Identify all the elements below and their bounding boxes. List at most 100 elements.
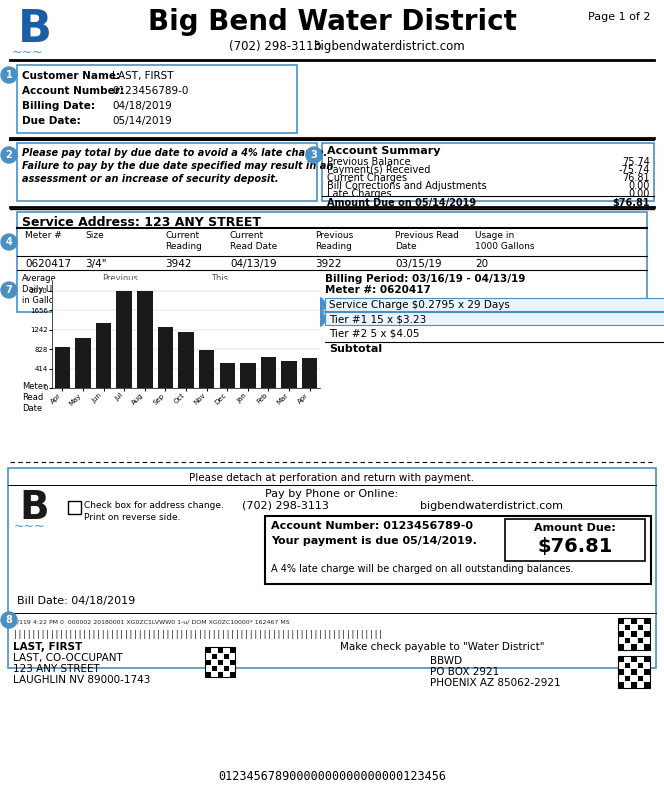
Text: 01234567890000000000000000123456: 01234567890000000000000000123456 [218, 770, 446, 783]
Text: 5: 5 [313, 300, 320, 310]
FancyBboxPatch shape [212, 665, 216, 671]
FancyBboxPatch shape [618, 669, 624, 675]
Text: Pay by Phone or Online:: Pay by Phone or Online: [266, 489, 398, 499]
Text: Make check payable to "Water District": Make check payable to "Water District" [340, 642, 544, 652]
Text: Current
Reading: Current Reading [165, 231, 202, 251]
FancyBboxPatch shape [644, 631, 649, 637]
FancyBboxPatch shape [17, 143, 317, 201]
Text: Usage in
1000 Gallons: Usage in 1000 Gallons [475, 231, 535, 251]
Text: LAST, FIRST: LAST, FIRST [13, 642, 82, 652]
FancyBboxPatch shape [265, 516, 651, 584]
Text: Current Charges: Current Charges [327, 173, 407, 183]
Text: PO BOX 2921: PO BOX 2921 [430, 667, 499, 677]
FancyBboxPatch shape [618, 644, 624, 649]
Text: 05/14/2019: 05/14/2019 [112, 116, 172, 126]
FancyBboxPatch shape [631, 619, 637, 624]
FancyBboxPatch shape [212, 653, 216, 658]
FancyBboxPatch shape [224, 653, 228, 658]
FancyBboxPatch shape [325, 298, 664, 311]
Text: 0.00: 0.00 [629, 189, 650, 199]
Circle shape [1, 282, 17, 298]
Text: Account Number: 0123456789-0: Account Number: 0123456789-0 [271, 521, 473, 531]
Text: Previous Balance: Previous Balance [327, 157, 410, 167]
FancyBboxPatch shape [644, 644, 649, 649]
FancyBboxPatch shape [637, 663, 643, 668]
Text: 3942: 3942 [165, 259, 191, 269]
Text: Your payment is due 05/14/2019.: Your payment is due 05/14/2019. [271, 536, 477, 546]
Text: PHOENIX AZ 85062-2921: PHOENIX AZ 85062-2921 [430, 678, 560, 688]
Text: 4: 4 [5, 237, 13, 247]
Bar [157, 327, 173, 388]
Bar [137, 291, 153, 388]
Text: Please detach at perforation and return with payment.: Please detach at perforation and return … [189, 473, 475, 483]
FancyBboxPatch shape [68, 501, 81, 514]
Bar [261, 358, 276, 388]
Text: 03/15/19: 03/15/19 [395, 259, 442, 269]
Text: 123 ANY STREET: 123 ANY STREET [13, 664, 100, 674]
Text: Account Summary: Account Summary [327, 146, 440, 156]
FancyBboxPatch shape [631, 644, 637, 649]
Circle shape [1, 67, 17, 83]
Text: B: B [18, 8, 52, 51]
Text: bigbendwaterdistrict.com: bigbendwaterdistrict.com [420, 501, 563, 511]
Text: B: B [19, 489, 48, 527]
Text: 20: 20 [475, 259, 488, 269]
Text: Big Bend Water District: Big Bend Water District [147, 8, 517, 36]
FancyBboxPatch shape [218, 660, 222, 664]
Text: (702) 298-3113: (702) 298-3113 [229, 40, 321, 53]
Text: ~~~: ~~~ [14, 520, 46, 533]
FancyBboxPatch shape [205, 647, 235, 677]
Text: 0123456789-0: 0123456789-0 [112, 86, 189, 96]
Text: Bill Date: 04/18/2019: Bill Date: 04/18/2019 [17, 596, 135, 606]
Text: Meter
Read
Date: Meter Read Date [22, 382, 46, 413]
Text: 3: 3 [311, 150, 317, 160]
Circle shape [309, 297, 325, 313]
Text: Previous
Reading: Previous Reading [315, 231, 353, 251]
Text: Please pay total by due date to avoid a 4% late charge.: Please pay total by due date to avoid a … [22, 148, 327, 158]
FancyBboxPatch shape [505, 519, 645, 561]
Text: 3922: 3922 [315, 259, 341, 269]
Circle shape [1, 147, 17, 163]
Text: Tier #1 15 x $3.23: Tier #1 15 x $3.23 [329, 314, 426, 324]
FancyBboxPatch shape [644, 657, 649, 662]
FancyBboxPatch shape [218, 672, 222, 676]
FancyBboxPatch shape [618, 657, 624, 662]
Text: 04/13/19: 04/13/19 [230, 259, 277, 269]
Bar [178, 331, 194, 388]
Text: 9/119 4:22 PM 0  000002 20180001 XG0ZC1LVWW0 1-u/ DOM XG0ZC10000* 162467 MS: 9/119 4:22 PM 0 000002 20180001 XG0ZC1LV… [13, 619, 290, 624]
FancyBboxPatch shape [224, 665, 228, 671]
FancyBboxPatch shape [8, 468, 656, 668]
FancyBboxPatch shape [631, 631, 637, 637]
Text: $76.81: $76.81 [612, 198, 650, 208]
Circle shape [306, 147, 322, 163]
Text: $76.81: $76.81 [537, 537, 613, 556]
Text: Amount Due:: Amount Due: [534, 523, 616, 533]
FancyBboxPatch shape [644, 669, 649, 675]
Text: 2: 2 [5, 150, 13, 160]
FancyBboxPatch shape [625, 638, 630, 643]
FancyBboxPatch shape [637, 638, 643, 643]
Bar [282, 361, 297, 388]
Text: 04/18/2019: 04/18/2019 [112, 101, 172, 111]
Text: 6: 6 [313, 314, 320, 324]
Text: Payment(s) Received: Payment(s) Received [327, 165, 430, 175]
FancyBboxPatch shape [17, 212, 647, 312]
Circle shape [1, 234, 17, 250]
Text: Bill Corrections and Adjustments: Bill Corrections and Adjustments [327, 181, 487, 191]
FancyBboxPatch shape [17, 65, 297, 133]
Text: Current
Read Date: Current Read Date [230, 231, 278, 251]
Text: 76.81: 76.81 [622, 173, 650, 183]
FancyBboxPatch shape [637, 625, 643, 630]
Text: bigbendwaterdistrict.com: bigbendwaterdistrict.com [314, 40, 466, 53]
FancyBboxPatch shape [625, 676, 630, 681]
Text: assessment or an increase of security deposit.: assessment or an increase of security de… [22, 174, 279, 184]
Text: Service Charge $0.2795 x 29 Days: Service Charge $0.2795 x 29 Days [329, 300, 510, 310]
Text: LAST, CO-OCCUPANT: LAST, CO-OCCUPANT [13, 653, 123, 663]
Text: Late Charges: Late Charges [327, 189, 392, 199]
Text: 0620417: 0620417 [25, 259, 71, 269]
Text: LAST, FIRST: LAST, FIRST [112, 71, 173, 81]
Text: Size: Size [85, 231, 104, 240]
Text: 8: 8 [5, 615, 13, 625]
Text: This
Billing
Period
689: This Billing Period 689 [207, 274, 233, 316]
Text: Failure to pay by the due date specified may result in an: Failure to pay by the due date specified… [22, 161, 333, 171]
